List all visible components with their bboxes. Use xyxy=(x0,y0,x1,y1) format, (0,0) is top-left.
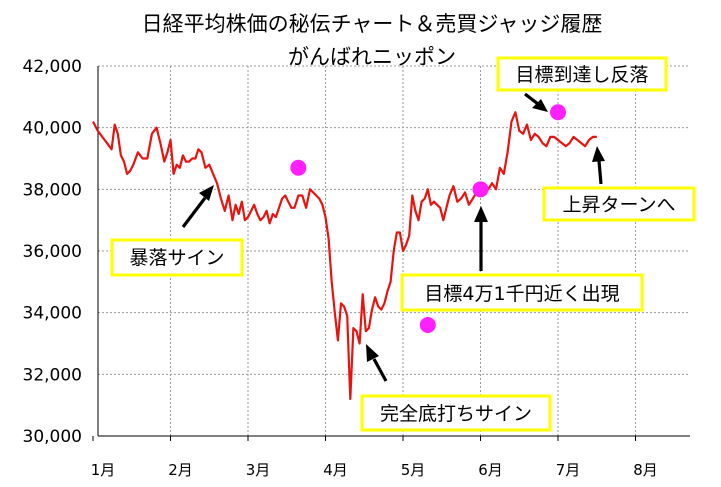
x-tick-label: 7月 xyxy=(556,461,581,479)
arrow-crash-signal xyxy=(181,185,214,228)
x-tick-label: 4月 xyxy=(323,461,348,479)
annotation-peak-reversal: 目標到達し反落 xyxy=(496,56,668,92)
arrow-target-forecast xyxy=(474,206,488,271)
x-tick-label: 8月 xyxy=(633,461,658,479)
annotation-crash-signal-label: 暴落サイン xyxy=(129,247,224,269)
y-tick-label: 36,000 xyxy=(23,242,82,262)
signal-marker xyxy=(550,104,566,121)
annotation-peak-reversal-label: 目標到達し反落 xyxy=(515,64,648,86)
x-tick-label: 6月 xyxy=(478,461,503,479)
x-axis-tick-labels: 1月 2月 3月 4月 5月 6月 7月 8月 xyxy=(91,461,658,479)
signal-markers xyxy=(290,104,566,333)
chart-title-line2: がんばれニッポン xyxy=(288,45,456,69)
x-tick-label: 1月 xyxy=(91,461,116,479)
y-tick-label: 42,000 xyxy=(23,57,82,77)
y-tick-label: 40,000 xyxy=(23,119,82,139)
x-tick-label: 3月 xyxy=(246,461,271,479)
annotation-target-forecast: 目標4万1千円近く出現 xyxy=(400,273,644,312)
y-tick-label: 32,000 xyxy=(23,365,82,385)
x-tick-label: 5月 xyxy=(401,461,426,479)
arrow-peak-reversal xyxy=(524,92,548,112)
signal-marker xyxy=(419,317,436,333)
arrow-upturn xyxy=(592,146,605,185)
annotation-bottom-signal: 完全底打ちサイン xyxy=(360,394,552,432)
x-tick-label: 2月 xyxy=(168,461,193,479)
y-tick-label: 30,000 xyxy=(23,427,82,447)
annotation-crash-signal: 暴落サイン xyxy=(110,238,244,277)
signal-marker xyxy=(290,159,307,176)
nikkei-line-series xyxy=(92,111,597,401)
annotation-upturn-label: 上昇ターンへ xyxy=(562,194,675,216)
arrow-bottom-signal xyxy=(366,344,388,382)
chart-title-line1: 日経平均株価の秘伝チャート＆売買ジャッジ履歴 xyxy=(142,12,603,36)
annotation-target-forecast-label: 目標4万1千円近く出現 xyxy=(424,283,619,305)
annotation-upturn: 上昇ターンへ xyxy=(542,186,696,222)
signal-marker xyxy=(472,181,489,198)
y-tick-label: 34,000 xyxy=(23,304,82,324)
annotation-bottom-signal-label: 完全底打ちサイン xyxy=(380,403,532,425)
y-tick-label: 38,000 xyxy=(23,180,82,200)
y-axis-tick-labels: 30,000 32,000 34,000 36,000 38,000 40,000 42,0… xyxy=(23,57,82,447)
